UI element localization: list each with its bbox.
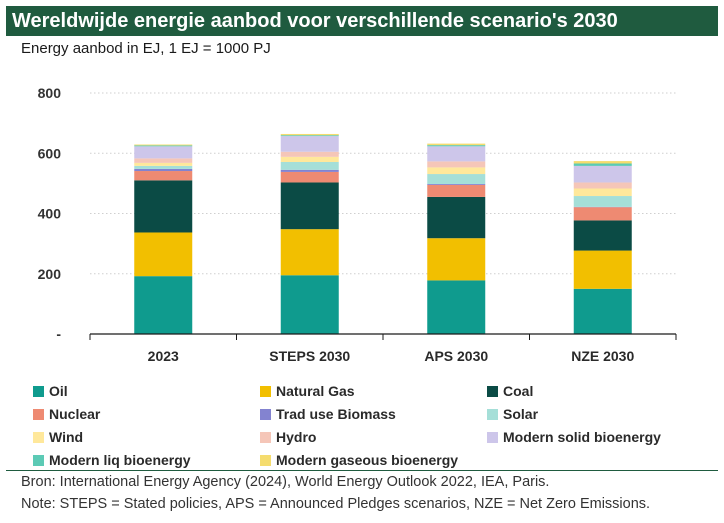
y-axis-ticks: - 200 400 600 800 bbox=[38, 85, 62, 342]
bar-segment-nuclear bbox=[427, 184, 486, 197]
legend-label: Modern liq bioenergy bbox=[49, 452, 191, 468]
bar-segment-oil bbox=[280, 275, 339, 334]
legend-item: Trad use Biomass bbox=[260, 406, 396, 422]
bar-segment-wind bbox=[427, 167, 486, 175]
footer-divider bbox=[6, 470, 718, 471]
legend-item: Modern solid bioenergy bbox=[487, 429, 661, 445]
y-tick-label: 800 bbox=[38, 85, 62, 101]
bar-segment-trad-use-biomass bbox=[280, 169, 339, 172]
legend-swatch bbox=[260, 408, 271, 420]
bar-segment-modern-liq-bioenergy bbox=[427, 145, 486, 147]
legend-swatch bbox=[33, 385, 44, 397]
chart-legend: Oil Natural Gas Coal Nuclear Trad use Biomas… bbox=[0, 378, 724, 470]
bar-segment-natural-gas bbox=[280, 229, 339, 276]
bar-segment-modern-gaseous-bioenergy bbox=[573, 161, 632, 164]
bar-segment-oil bbox=[134, 276, 193, 334]
legend-swatch bbox=[33, 454, 44, 466]
bars bbox=[134, 133, 632, 334]
legend-item: Oil bbox=[33, 383, 68, 399]
legend-label: Solar bbox=[503, 406, 539, 422]
bar-segment-modern-liq-bioenergy bbox=[573, 163, 632, 166]
x-axis-ticks: 2023 STEPS 2030 APS 2030 NZE 2030 bbox=[148, 348, 635, 364]
bar-segment-nuclear bbox=[573, 207, 632, 221]
y-tick-label: - bbox=[56, 326, 61, 342]
legend-label: Trad use Biomass bbox=[276, 406, 396, 422]
chart-title: Wereldwijde energie aanbod voor verschil… bbox=[6, 6, 718, 36]
bar-segment-nuclear bbox=[134, 171, 193, 181]
bar-segment-oil bbox=[427, 280, 486, 334]
bar-segment-trad-use-biomass bbox=[134, 168, 193, 172]
bar-segment-hydro bbox=[427, 161, 486, 168]
legend-swatch bbox=[260, 385, 271, 397]
legend-label: Nuclear bbox=[49, 406, 101, 422]
bar-segment-natural-gas bbox=[573, 250, 632, 289]
bar-segment-solar bbox=[573, 196, 632, 207]
legend-swatch bbox=[260, 454, 271, 466]
y-tick-label: 200 bbox=[38, 266, 62, 282]
bar-segment-modern-liq-bioenergy bbox=[280, 135, 339, 137]
bar-segment-wind bbox=[280, 156, 339, 162]
bar-segment-hydro bbox=[573, 182, 632, 189]
bar-segment-modern-solid-bioenergy bbox=[280, 136, 339, 152]
legend-item: Coal bbox=[487, 383, 533, 399]
bar-segment-modern-solid-bioenergy bbox=[573, 165, 632, 183]
x-tick-label: APS 2030 bbox=[424, 348, 488, 364]
bar-segment-modern-gaseous-bioenergy bbox=[134, 144, 193, 146]
legend-item: Nuclear bbox=[33, 406, 100, 422]
bar-segment-trad-use-biomass bbox=[427, 183, 486, 185]
legend-item: Modern gaseous bioenergy bbox=[260, 452, 458, 468]
bar-segment-solar bbox=[134, 165, 193, 169]
bar-segment-modern-gaseous-bioenergy bbox=[280, 133, 339, 136]
y-tick-label: 400 bbox=[38, 206, 62, 222]
legend-label: Coal bbox=[503, 383, 534, 399]
source-note: Bron: International Energy Agency (2024)… bbox=[21, 474, 550, 490]
bar-segment-natural-gas bbox=[427, 238, 486, 281]
legend-label: Hydro bbox=[276, 429, 317, 445]
bar-segment-coal bbox=[134, 180, 193, 233]
legend-label: Modern solid bioenergy bbox=[503, 429, 661, 445]
legend-swatch bbox=[487, 408, 498, 420]
bar-segment-oil bbox=[573, 288, 632, 334]
legend-swatch bbox=[33, 431, 44, 443]
legend-label: Wind bbox=[49, 429, 84, 445]
legend-item: Natural Gas bbox=[260, 383, 355, 399]
bar-segment-solar bbox=[280, 161, 339, 170]
bar-segment-coal bbox=[280, 182, 339, 230]
legend-item: Hydro bbox=[260, 429, 316, 445]
legend-item: Modern liq bioenergy bbox=[33, 452, 191, 468]
chart-subtitle: Energy aanbod in EJ, 1 EJ = 1000 PJ bbox=[21, 40, 271, 57]
legend-item: Solar bbox=[487, 406, 538, 422]
x-tick-label: 2023 bbox=[148, 348, 179, 364]
bar-segment-nuclear bbox=[280, 171, 339, 183]
legend-label: Modern gaseous bioenergy bbox=[276, 452, 459, 468]
legend-item: Wind bbox=[33, 429, 83, 445]
y-tick-label: 600 bbox=[38, 145, 62, 161]
x-tick-label: NZE 2030 bbox=[571, 348, 634, 364]
bar-segment-modern-gaseous-bioenergy bbox=[427, 143, 486, 146]
bar-segment-natural-gas bbox=[134, 232, 193, 277]
legend-swatch bbox=[487, 385, 498, 397]
x-tick-label: STEPS 2030 bbox=[269, 348, 350, 364]
abbreviation-note: Note: STEPS = Stated policies, APS = Ann… bbox=[21, 496, 651, 512]
legend-label: Oil bbox=[49, 383, 68, 399]
bar-segment-solar bbox=[427, 174, 486, 184]
bar-segment-coal bbox=[573, 220, 632, 251]
legend-label: Natural Gas bbox=[276, 383, 355, 399]
bar-segment-modern-solid-bioenergy bbox=[134, 146, 193, 159]
bar-segment-wind bbox=[134, 162, 193, 166]
bar-segment-hydro bbox=[280, 151, 339, 157]
legend-swatch bbox=[33, 408, 44, 420]
legend-swatch bbox=[487, 431, 498, 443]
bar-segment-hydro bbox=[134, 158, 193, 163]
bar-segment-coal bbox=[427, 196, 486, 239]
bar-segment-modern-solid-bioenergy bbox=[427, 146, 486, 162]
legend-swatch bbox=[260, 431, 271, 443]
x-axis bbox=[89, 333, 677, 340]
bar-segment-wind bbox=[573, 188, 632, 197]
bar-chart: - 200 400 600 800 2023 STEPS 2030 APS 2030 NZE … bbox=[38, 85, 677, 364]
bar-segment-modern-liq-bioenergy bbox=[134, 145, 193, 147]
